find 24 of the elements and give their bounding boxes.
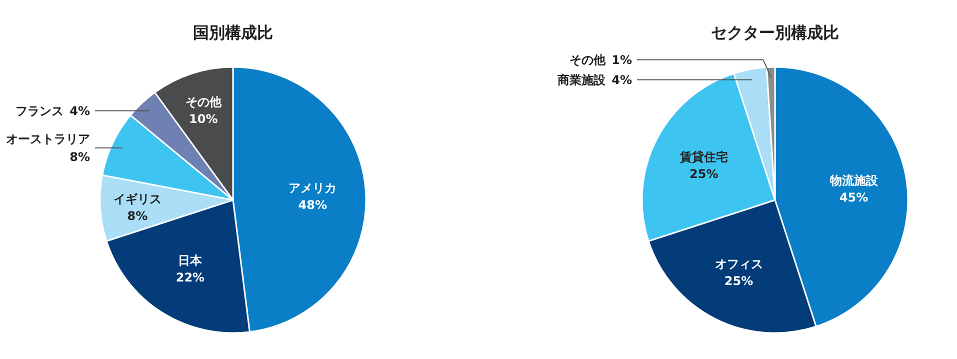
slice-label: フランス: [16, 104, 64, 118]
slice-label: アメリカ: [288, 180, 337, 195]
data-label: 25%: [690, 166, 718, 181]
slice-label: その他: [185, 94, 222, 109]
data-label: 48%: [298, 198, 328, 212]
slice-label: 物流施設: [828, 174, 879, 188]
slice-label: 日本: [178, 253, 204, 268]
data-label: 45%: [839, 190, 868, 205]
data-label: 25%: [724, 274, 754, 288]
slice-label: オフィス: [714, 257, 763, 272]
slice-label: その他: [570, 52, 607, 67]
data-label: 22%: [176, 270, 205, 284]
data-label: 4%: [70, 104, 90, 118]
slice-label: 賃貸住宅: [678, 150, 728, 164]
slice-label: イギリス: [113, 192, 162, 206]
data-label: 1%: [612, 52, 632, 67]
slice-label: オーストラリア: [6, 132, 90, 146]
data-label: 10%: [189, 112, 218, 126]
data-label: 8%: [127, 209, 148, 224]
slice-label: 商業施設: [556, 72, 607, 87]
chart-title: セクター別構成比: [711, 23, 839, 42]
chart-title: 国別構成比: [193, 23, 273, 42]
data-label: 4%: [612, 72, 632, 87]
data-label: 8%: [70, 150, 90, 164]
